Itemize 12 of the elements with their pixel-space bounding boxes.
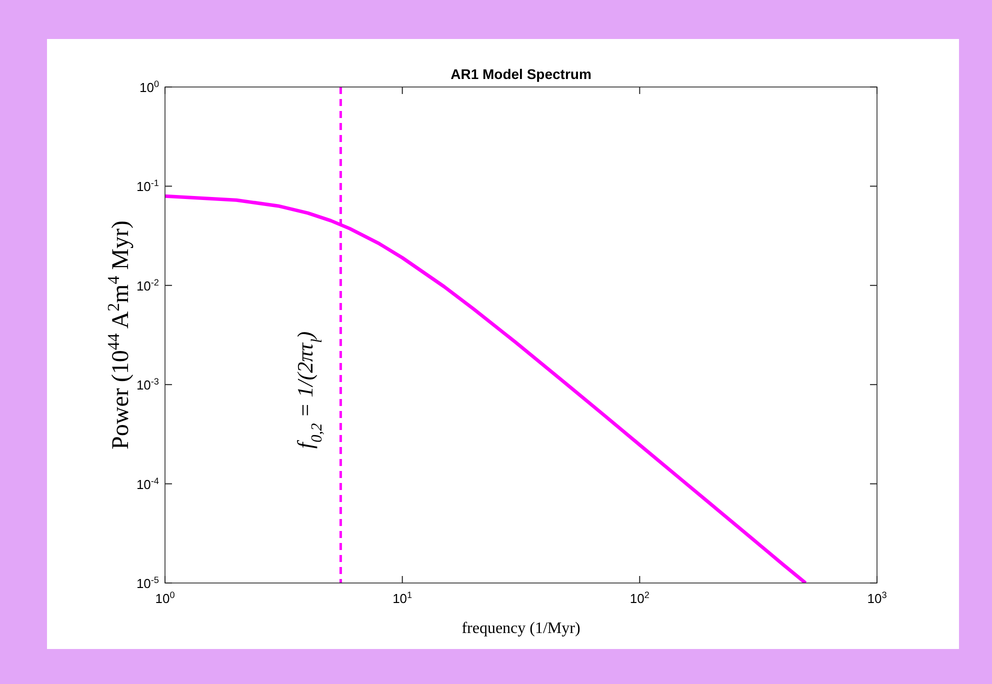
y-tick-label: 10$^{-5}$ — [136, 575, 159, 591]
y-tick-label: 10$^{-2}$ — [136, 277, 159, 294]
x-tick-label: 10$^{0}$ — [155, 590, 175, 606]
chart-title: AR1 Model Spectrum — [450, 66, 592, 82]
x-tick-label: 10$^{3}$ — [867, 590, 887, 606]
y-tick-label: 10$^{-1}$ — [136, 178, 159, 194]
x-axis-title: frequency (1/Myr) — [462, 620, 580, 637]
y-tick-label: 10$^{-3}$ — [136, 376, 159, 393]
y-tick-label: 10$^{0}$ — [139, 79, 159, 95]
x-tick-label: 10$^{2}$ — [630, 590, 650, 606]
y-tick-label: 10$^{-4}$ — [136, 476, 159, 492]
x-tick-label: 10$^{1}$ — [392, 590, 412, 606]
